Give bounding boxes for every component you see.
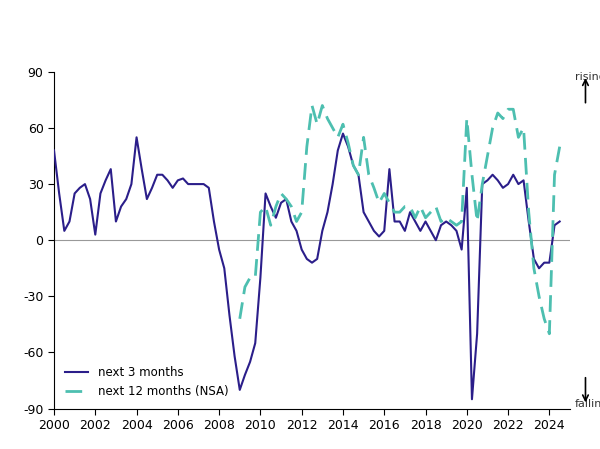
Text: Price Expectations: Price Expectations xyxy=(206,36,394,54)
Text: falling: falling xyxy=(575,399,600,409)
Legend: next 3 months, next 12 months (NSA): next 3 months, next 12 months (NSA) xyxy=(60,361,233,403)
Text: Net balance, %, SA: Net balance, %, SA xyxy=(30,39,163,51)
Text: rising: rising xyxy=(575,72,600,82)
